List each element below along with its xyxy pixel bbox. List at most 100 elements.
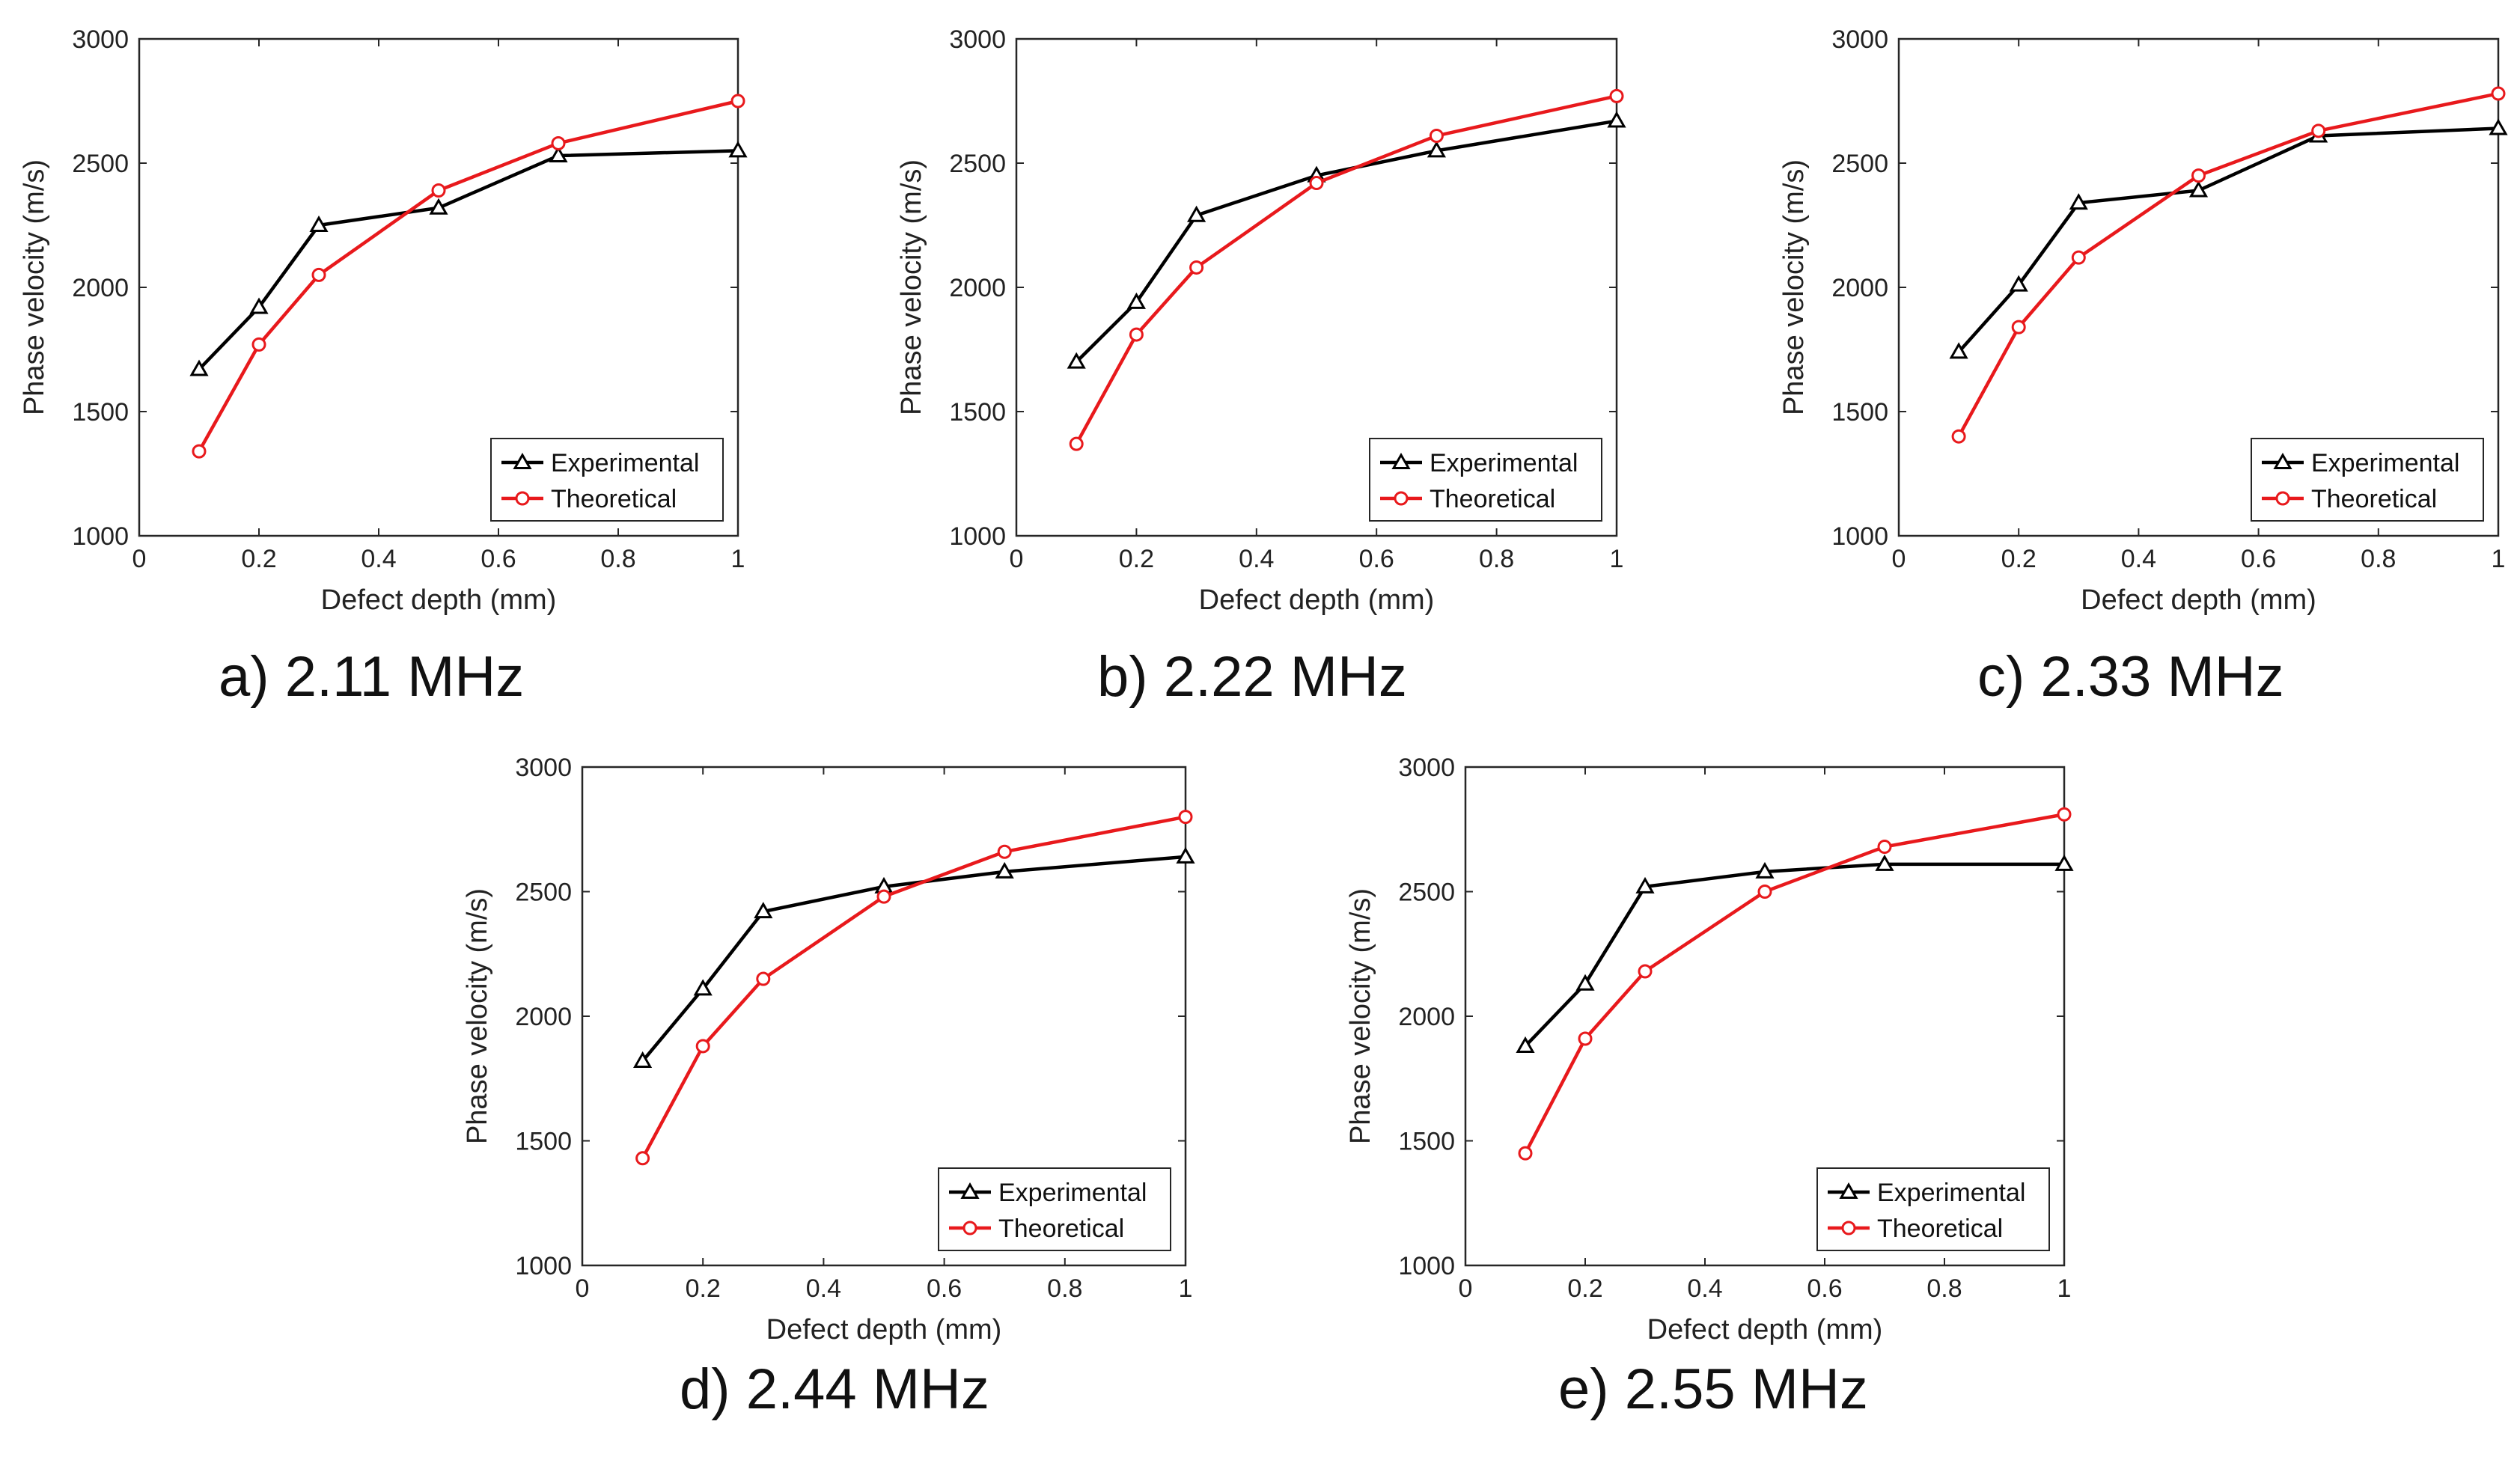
data-point-experimental (1067, 352, 1086, 369)
legend-marker-theoretical (1394, 491, 1409, 506)
y-tick-label: 3000 (72, 25, 129, 54)
data-point-experimental (1126, 292, 1146, 309)
legend-box (2251, 438, 2484, 522)
y-tick-label: 1000 (1831, 522, 1888, 551)
x-tick-label: 0 (1892, 545, 1906, 573)
x-tick-label: 0.6 (480, 545, 516, 573)
data-point-theoretical (1578, 1031, 1593, 1046)
legend-marker-theoretical (1841, 1221, 1856, 1235)
series-line-theoretical (1957, 91, 2499, 438)
series-line-theoretical (198, 99, 739, 453)
data-point-theoretical (997, 844, 1012, 859)
data-point-experimental (1427, 141, 1446, 158)
y-tick-label: 1000 (515, 1252, 572, 1280)
data-point-theoretical (1638, 964, 1653, 979)
series-line-theoretical (1075, 94, 1617, 445)
y-axis-label: Phase velocity (m/s) (1778, 159, 1810, 415)
data-point-theoretical (551, 135, 566, 150)
data-point-theoretical (1069, 436, 1084, 451)
y-tick-label: 2500 (949, 150, 1006, 178)
legend-label-theoretical: Theoretical (1877, 1215, 2003, 1243)
legend-marker-theoretical (2275, 491, 2290, 506)
legend-label-theoretical: Theoretical (2311, 485, 2437, 513)
data-point-theoretical (1951, 429, 1966, 444)
y-tick-label: 2000 (1831, 274, 1888, 302)
data-point-experimental (728, 141, 748, 158)
data-point-experimental (1755, 861, 1775, 879)
y-tick-label: 3000 (515, 754, 572, 782)
data-point-theoretical (635, 1151, 650, 1166)
x-tick-label: 0.4 (1239, 545, 1274, 573)
legend: Experimental Theoretical (1816, 1167, 2050, 1251)
data-point-theoretical (431, 183, 446, 198)
y-tick-label: 2000 (1398, 1003, 1455, 1031)
y-axis-label: Phase velocity (m/s) (19, 159, 50, 415)
data-point-experimental (1187, 205, 1206, 222)
y-tick-label: 2500 (1398, 879, 1455, 907)
series-line-experimental (1524, 862, 2064, 1048)
x-tick-label: 0 (1459, 1274, 1473, 1303)
chart-panel-d: 0 0.2 0.4 0.6 0.8 1 1000 1500 2000 2500 3000 Defect… (462, 754, 1195, 1421)
x-tick-label: 0.6 (1807, 1274, 1842, 1303)
chart-panel-e: 0 0.2 0.4 0.6 0.8 1 1000 1500 2000 2500 3000 Defect… (1345, 754, 2074, 1421)
data-point-experimental (2188, 180, 2209, 198)
x-tick-label: 0.8 (1926, 1274, 1962, 1303)
y-tick-label: 2500 (72, 150, 129, 178)
x-tick-label: 0.4 (361, 545, 396, 573)
data-point-theoretical (2057, 807, 2072, 822)
y-tick-label: 1000 (1398, 1252, 1455, 1280)
data-point-experimental (1516, 1036, 1535, 1053)
y-tick-label: 1500 (515, 1128, 572, 1156)
x-tick-label: 0.8 (1479, 545, 1514, 573)
legend-box (1816, 1167, 2050, 1251)
x-tick-label: 0 (576, 1274, 590, 1303)
x-tick-label: 0.8 (1047, 1274, 1082, 1303)
legend-marker-theoretical (962, 1221, 977, 1235)
legend-label-experimental: Experimental (2311, 449, 2459, 477)
series-line-theoretical (1524, 813, 2065, 1155)
x-tick-label: 0.2 (1119, 545, 1154, 573)
data-point-theoretical (2071, 250, 2086, 265)
y-tick-label: 2500 (1831, 150, 1888, 178)
data-point-theoretical (2191, 168, 2206, 183)
data-point-theoretical (2011, 320, 2026, 335)
series-line-experimental (1957, 126, 2499, 353)
data-point-theoretical (311, 267, 326, 282)
x-tick-label: 0.4 (2121, 545, 2156, 573)
y-tick-label: 1500 (72, 398, 129, 427)
data-point-experimental (189, 359, 209, 376)
legend-label-experimental: Experimental (551, 449, 699, 477)
legend-label-theoretical: Theoretical (998, 1215, 1124, 1243)
x-tick-label: 1 (1610, 545, 1624, 573)
y-tick-label: 1500 (949, 398, 1006, 427)
data-point-experimental (1875, 854, 1894, 871)
legend: Experimental Theoretical (2251, 438, 2484, 522)
x-axis-label: Defect depth (mm) (1199, 584, 1435, 616)
legend-label-experimental: Experimental (998, 1179, 1147, 1207)
data-point-theoretical (251, 337, 266, 352)
x-tick-label: 0.8 (2361, 545, 2396, 573)
data-point-theoretical (1129, 327, 1144, 342)
x-tick-label: 0.6 (2241, 545, 2276, 573)
x-tick-label: 0.2 (686, 1274, 721, 1303)
data-point-experimental (1607, 111, 1626, 128)
data-point-experimental (309, 215, 329, 232)
data-point-experimental (1949, 342, 1968, 359)
data-point-theoretical (1429, 128, 1444, 143)
data-point-theoretical (192, 444, 207, 459)
y-tick-label: 1500 (1398, 1128, 1455, 1156)
x-tick-label: 0.2 (241, 545, 276, 573)
x-axis-label: Defect depth (mm) (2081, 584, 2316, 616)
legend-label-theoretical: Theoretical (551, 485, 677, 513)
x-tick-label: 0 (132, 545, 147, 573)
series-line-experimental (1075, 119, 1617, 364)
data-point-theoretical (756, 971, 771, 986)
data-point-experimental (995, 861, 1014, 879)
data-point-experimental (693, 979, 713, 996)
series-line-experimental (641, 855, 1186, 1063)
x-axis-label: Defect depth (mm) (766, 1314, 1002, 1345)
x-tick-label: 1 (1179, 1274, 1193, 1303)
data-point-experimental (1176, 846, 1195, 864)
